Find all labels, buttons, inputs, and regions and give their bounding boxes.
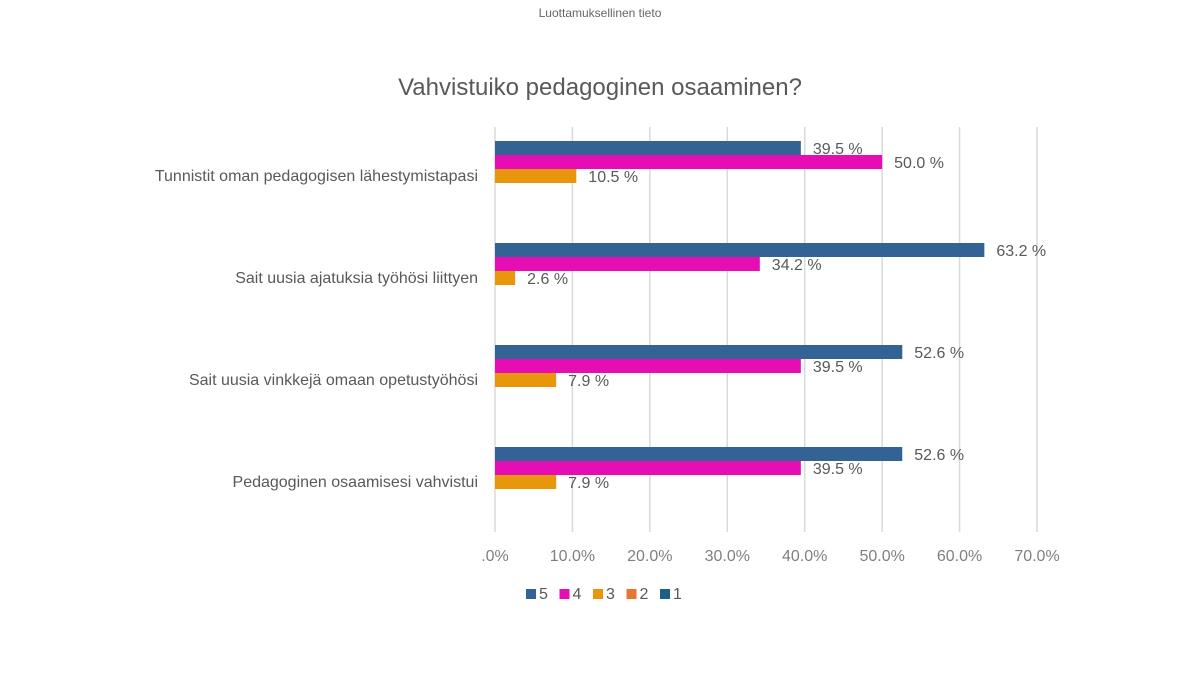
bar-series-3: [495, 475, 557, 489]
data-label: 7.9 %: [568, 475, 609, 492]
data-label: 63.2 %: [996, 243, 1046, 260]
bar-series-5: [495, 447, 903, 461]
bar-series-4: [495, 155, 883, 169]
data-label: 34.2 %: [772, 257, 822, 274]
data-label: 52.6 %: [914, 447, 964, 464]
x-tick-label: 60.0%: [937, 548, 982, 565]
data-label: 52.6 %: [914, 345, 964, 362]
x-tick-label: 20.0%: [627, 548, 672, 565]
x-tick-label: .0%: [481, 548, 509, 565]
category-label: Sait uusia vinkkejä omaan opetustyöhösi: [189, 372, 478, 389]
data-label: 39.5 %: [813, 141, 863, 158]
legend-label-3: 3: [606, 586, 615, 603]
legend-swatch-5: [526, 589, 536, 599]
data-label: 50.0 %: [894, 155, 944, 172]
data-label: 39.5 %: [813, 461, 863, 478]
bar-series-3: [495, 169, 577, 183]
legend-label-1: 1: [673, 586, 682, 603]
legend-label-5: 5: [539, 586, 548, 603]
chart-title: Vahvistuiko pedagoginen osaaminen?: [398, 74, 802, 101]
category-label: Pedagoginen osaamisesi vahvistui: [233, 474, 478, 491]
data-label: 39.5 %: [813, 359, 863, 376]
data-label: 7.9 %: [568, 373, 609, 390]
data-label: 10.5 %: [588, 169, 638, 186]
legend-swatch-1: [660, 589, 670, 599]
bar-series-5: [495, 345, 903, 359]
confidential-label: Luottamuksellinen tieto: [538, 6, 662, 20]
x-tick-label: 70.0%: [1014, 548, 1059, 565]
x-tick-label: 30.0%: [705, 548, 750, 565]
x-tick-label: 50.0%: [859, 548, 904, 565]
legend-label-2: 2: [640, 586, 649, 603]
bar-series-5: [495, 243, 985, 257]
bar-series-4: [495, 461, 801, 475]
x-tick-label: 10.0%: [550, 548, 595, 565]
legend-swatch-3: [593, 589, 603, 599]
legend-swatch-4: [559, 589, 570, 599]
bar-series-4: [495, 257, 760, 271]
category-label: Tunnistit oman pedagogisen lähestymistap…: [155, 168, 478, 185]
legend-label-4: 4: [573, 586, 582, 603]
bar-series-3: [495, 373, 557, 387]
legend-swatch-2: [626, 589, 637, 599]
category-label: Sait uusia ajatuksia työhösi liittyen: [235, 270, 478, 287]
bar-series-4: [495, 359, 801, 373]
x-tick-label: 40.0%: [782, 548, 827, 565]
bar-series-3: [495, 271, 516, 285]
data-label: 2.6 %: [527, 271, 568, 288]
bar-series-5: [495, 141, 801, 155]
